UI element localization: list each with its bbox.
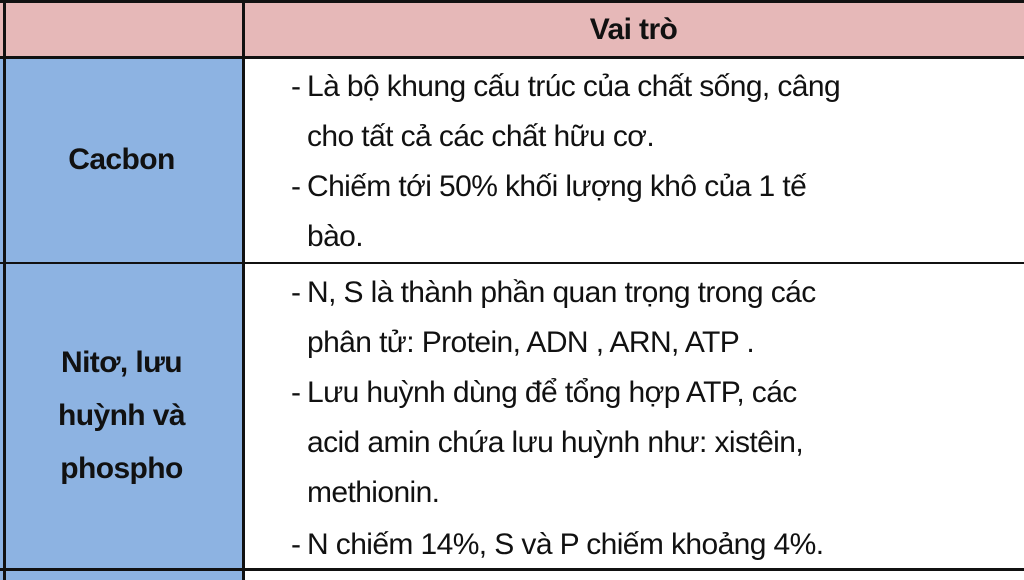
text-line: N chiếm 14%, S và P chiếm khoảng 4%. [307, 528, 824, 561]
text-line: acid amin chứa lưu huỳnh như: xistêin, [307, 426, 804, 459]
label-cell-nito [0, 263, 243, 570]
row-label: huỳnh và [58, 399, 185, 432]
bullet-dash: - [291, 70, 301, 103]
text-line: methionin. [307, 476, 440, 509]
text-line: Chiếm tới 50% khối lượng khô của 1 tế [307, 170, 807, 203]
header-cell-label [0, 0, 243, 57]
border-left [3, 0, 6, 580]
bullet-dash: - [291, 276, 301, 309]
label-cell-next [0, 570, 243, 580]
border-row1-bottom [0, 262, 1024, 264]
header-title: Vai trò [589, 13, 678, 46]
row-label: Nitơ, lưu [61, 346, 183, 379]
bullet-dash: - [291, 528, 301, 561]
row-label: phospho [60, 452, 183, 485]
row-label: Cacbon [68, 143, 175, 176]
border-header-bottom [0, 56, 1024, 59]
text-line: cho tất cả các chất hữu cơ. [307, 120, 655, 153]
text-line: Là bộ khung cấu trúc của chất sống, câng [307, 70, 841, 103]
border-top [0, 0, 1024, 3]
header-cell-role [243, 0, 1024, 57]
border-column [242, 0, 245, 580]
bullet-dash: - [291, 170, 301, 203]
text-line: N, S là thành phần quan trọng trong các [307, 276, 816, 309]
bullet-dash: - [291, 376, 301, 409]
label-cell-cacbon [0, 57, 243, 263]
text-line: phân tử: Protein, ADN , ARN, ATP . [307, 326, 755, 359]
text-line: Lưu huỳnh dùng để tổng hợp ATP, các [307, 376, 797, 409]
border-row2-bottom [0, 568, 1024, 571]
text-line: bào. [307, 220, 364, 253]
